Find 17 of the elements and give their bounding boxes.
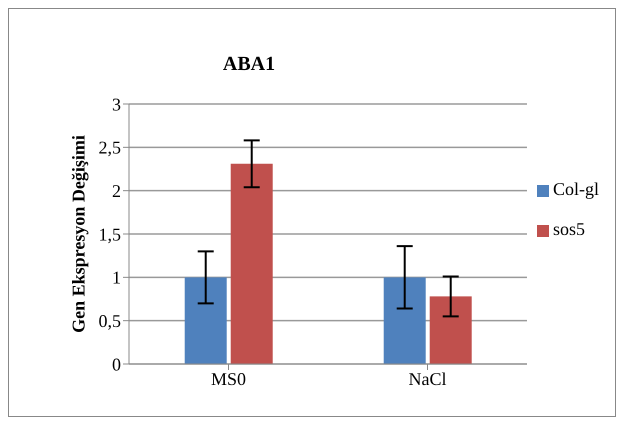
y-tick-label: 2,5 [98, 138, 121, 158]
y-tick-label: 0 [112, 354, 121, 374]
y-axis-title: Gen Ekspresyon Değişimi [68, 135, 90, 333]
y-tick-label: 0,5 [98, 311, 121, 332]
bar [384, 277, 426, 364]
bar [230, 164, 273, 364]
y-tick-label: 2 [112, 181, 121, 202]
y-tick-label: 1 [112, 268, 121, 288]
bar [430, 296, 472, 364]
x-tick-label: MS0 [210, 368, 246, 389]
x-tick-label: NaCl [408, 368, 446, 389]
bar [184, 277, 227, 364]
chart-title: ABA1 [222, 53, 276, 76]
y-tick-label: 3 [112, 94, 121, 114]
legend-label: sos5 [552, 219, 585, 239]
y-tick-label: 1,5 [98, 224, 121, 244]
legend-label: Col-gl [552, 179, 599, 199]
